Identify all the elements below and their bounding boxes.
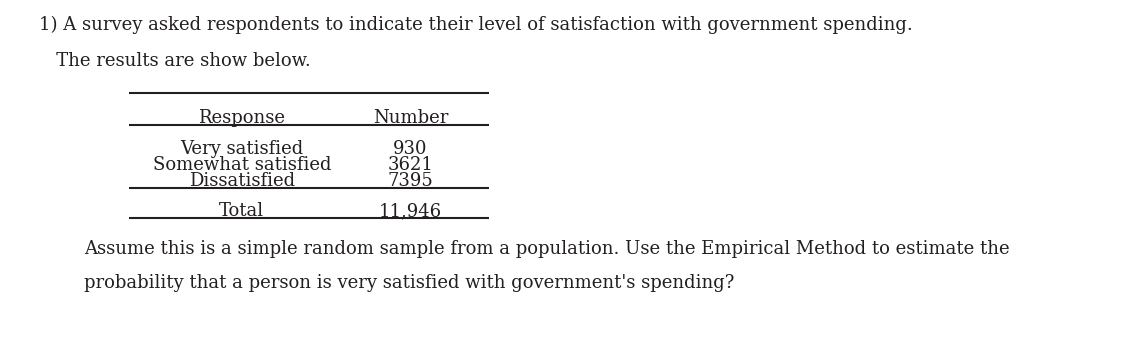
Text: Assume this is a simple random sample from a population. Use the Empirical Metho: Assume this is a simple random sample fr… — [84, 240, 1010, 258]
Text: Dissatisfied: Dissatisfied — [189, 172, 295, 190]
Text: 3621: 3621 — [388, 156, 433, 174]
Text: Response: Response — [198, 109, 286, 127]
Text: The results are show below.: The results are show below. — [39, 52, 312, 70]
Text: probability that a person is very satisfied with government's spending?: probability that a person is very satisf… — [84, 274, 735, 292]
Text: Very satisfied: Very satisfied — [180, 140, 304, 158]
Text: Total: Total — [219, 202, 264, 220]
Text: 1) A survey asked respondents to indicate their level of satisfaction with gover: 1) A survey asked respondents to indicat… — [39, 16, 914, 34]
Text: 11,946: 11,946 — [379, 202, 442, 220]
Text: 7395: 7395 — [388, 172, 433, 190]
Text: Somewhat satisfied: Somewhat satisfied — [153, 156, 331, 174]
Text: 930: 930 — [394, 140, 428, 158]
Text: Number: Number — [374, 109, 448, 127]
